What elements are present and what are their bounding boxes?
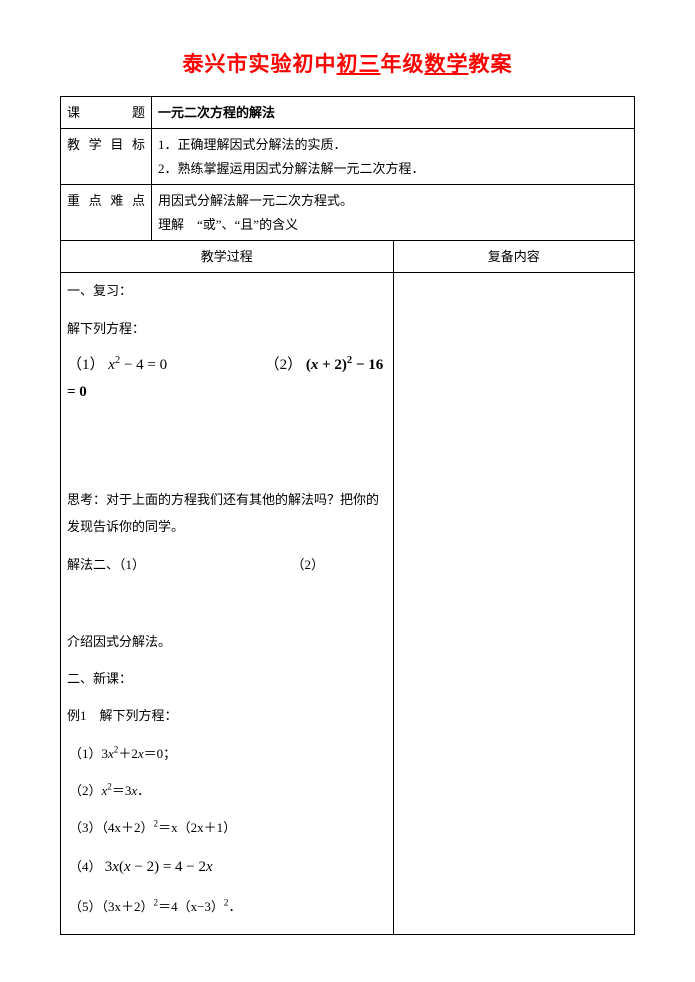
title-grade: 初三: [337, 52, 381, 76]
row-body: 一、复习： 解下列方程： （1） x2 − 4 = 0 （2） (x + 2)2…: [61, 273, 635, 935]
page: 泰兴市实验初中初三年级数学教案 课 题 一元二次方程的解法 教学目标 1．正确理…: [0, 0, 695, 982]
notes-header: 复备内容: [393, 240, 635, 272]
row-keypoints: 重点难点 用因式分解法解一元二次方程式。 理解 “或”、“且”的含义: [61, 185, 635, 241]
ex5: （5）（3x＋2）2＝4（x−3）2．: [69, 893, 387, 920]
ex4: （4） 3x(x − 2) = 4 − 2x: [69, 852, 387, 884]
equation-row-1: （1） x2 − 4 = 0 （2） (x + 2)2 − 16 = 0: [67, 352, 387, 406]
row-goals: 教学目标 1．正确理解因式分解法的实质． 2．熟练掌握运用因式分解法解一元二次方…: [61, 129, 635, 185]
goals-value: 1．正确理解因式分解法的实质． 2．熟练掌握运用因式分解法解一元二次方程．: [152, 129, 635, 185]
title-suffix: 教案: [469, 52, 513, 76]
process-body: 一、复习： 解下列方程： （1） x2 − 4 = 0 （2） (x + 2)2…: [61, 273, 394, 935]
keypoints-label: 重点难点: [61, 185, 152, 241]
eq1-label: （1）: [67, 357, 105, 373]
ex2: （2）x2＝3x．: [69, 777, 387, 804]
notes-body: [393, 273, 635, 935]
title-prefix: 泰兴市实验初中: [183, 52, 337, 76]
goals-line2: 2．熟练掌握运用因式分解法解一元二次方程．: [158, 157, 628, 180]
topic-label: 课 题: [61, 97, 152, 129]
method2-line: 解法二、（1） （2）: [67, 551, 387, 578]
process-header: 教学过程: [61, 240, 394, 272]
keypoints-value: 用因式分解法解一元二次方程式。 理解 “或”、“且”的含义: [152, 185, 635, 241]
goals-label: 教学目标: [61, 129, 152, 185]
section-review-title: 一、复习：: [67, 277, 387, 304]
vspace: [67, 588, 387, 628]
keypoints-line2: 理解 “或”、“且”的含义: [158, 213, 628, 236]
topic-value: 一元二次方程的解法: [152, 97, 635, 129]
page-title: 泰兴市实验初中初三年级数学教案: [60, 48, 635, 78]
keypoints-line1: 用因式分解法解一元二次方程式。: [158, 189, 628, 212]
ex4-eq: 3x(x − 2) = 4 − 2x: [105, 859, 213, 875]
intro-factorization: 介绍因式分解法。: [67, 628, 387, 655]
ex1: （1）3x2＋2x＝0；: [69, 740, 387, 767]
solve-intro: 解下列方程：: [67, 315, 387, 342]
eq2-label: （2）: [265, 357, 303, 373]
ex4-label: （4）: [69, 859, 102, 874]
title-mid: 年级: [381, 52, 425, 76]
think-prompt: 思考：对于上面的方程我们还有其他的解法吗？把你的发现告诉你的同学。: [67, 486, 387, 541]
method2-a: 解法二、（1）: [67, 557, 145, 572]
goals-line1: 1．正确理解因式分解法的实质．: [158, 133, 628, 156]
title-subject: 数学: [425, 52, 469, 76]
example1-title: 例1 解下列方程：: [67, 702, 387, 729]
eq1: x2 − 4 = 0: [108, 357, 167, 373]
ex3: （3）（4x＋2）2＝x（2x＋1）: [69, 814, 387, 841]
row-topic: 课 题 一元二次方程的解法: [61, 97, 635, 129]
section-new-title: 二、新课：: [67, 665, 387, 692]
row-section-headers: 教学过程 复备内容: [61, 240, 635, 272]
method2-b: （2）: [292, 557, 325, 572]
lesson-plan-table: 课 题 一元二次方程的解法 教学目标 1．正确理解因式分解法的实质． 2．熟练掌…: [60, 96, 635, 935]
vspace: [67, 446, 387, 486]
